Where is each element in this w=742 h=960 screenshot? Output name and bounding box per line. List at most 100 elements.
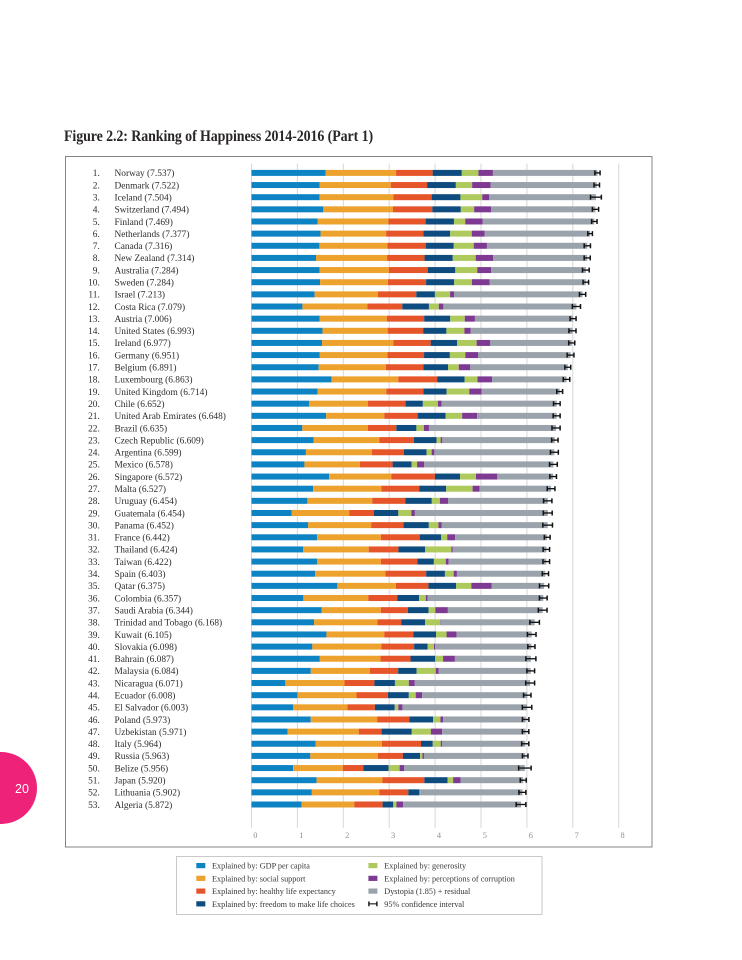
svg-text:29.: 29. xyxy=(88,509,100,519)
svg-text:35.: 35. xyxy=(88,582,100,592)
svg-text:Switzerland (7.494): Switzerland (7.494) xyxy=(115,205,189,216)
svg-text:32.: 32. xyxy=(88,546,100,556)
svg-text:53.: 53. xyxy=(88,801,100,811)
svg-text:Poland (5.973): Poland (5.973) xyxy=(115,715,171,726)
svg-text:38.: 38. xyxy=(88,619,100,629)
svg-text:48.: 48. xyxy=(88,740,100,750)
svg-text:Lithuania (5.902): Lithuania (5.902) xyxy=(115,788,181,799)
svg-text:14.: 14. xyxy=(88,327,100,337)
svg-text:Luxembourg (6.863): Luxembourg (6.863) xyxy=(115,375,193,386)
svg-text:Explained by: freedom to make: Explained by: freedom to make life choic… xyxy=(212,900,355,909)
svg-text:3.: 3. xyxy=(93,193,100,203)
svg-text:El Salvador (6.003): El Salvador (6.003) xyxy=(115,703,189,714)
svg-text:Malaysia (6.084): Malaysia (6.084) xyxy=(115,666,179,677)
svg-text:Brazil (6.635): Brazil (6.635) xyxy=(115,423,168,434)
svg-text:10.: 10. xyxy=(88,279,100,289)
svg-text:34.: 34. xyxy=(88,570,100,580)
svg-text:Ecuador (6.008): Ecuador (6.008) xyxy=(115,690,176,701)
svg-text:25.: 25. xyxy=(88,461,100,471)
svg-text:Chile (6.652): Chile (6.652) xyxy=(115,399,165,410)
svg-text:7: 7 xyxy=(575,831,579,840)
svg-text:42.: 42. xyxy=(88,667,100,677)
svg-text:3: 3 xyxy=(391,831,395,840)
svg-text:Italy (5.964): Italy (5.964) xyxy=(115,739,162,750)
svg-text:Iceland (7.504): Iceland (7.504) xyxy=(115,192,172,203)
svg-text:2.: 2. xyxy=(93,181,100,191)
svg-text:0: 0 xyxy=(253,831,257,840)
svg-text:Japan (5.920): Japan (5.920) xyxy=(115,776,166,787)
svg-text:Qatar (6.375): Qatar (6.375) xyxy=(115,581,166,592)
svg-text:16.: 16. xyxy=(88,351,100,361)
svg-text:Malta (6.527): Malta (6.527) xyxy=(115,484,167,495)
svg-text:33.: 33. xyxy=(88,558,100,568)
svg-text:50.: 50. xyxy=(88,764,100,774)
svg-text:Taiwan (6.422): Taiwan (6.422) xyxy=(115,557,172,568)
svg-text:Canada (7.316): Canada (7.316) xyxy=(115,241,173,252)
svg-text:9.: 9. xyxy=(93,266,100,276)
svg-text:Algeria (5.872): Algeria (5.872) xyxy=(115,800,173,811)
svg-text:Costa Rica (7.079): Costa Rica (7.079) xyxy=(115,302,186,313)
svg-text:6: 6 xyxy=(529,831,533,840)
svg-text:44.: 44. xyxy=(88,691,100,701)
svg-text:15.: 15. xyxy=(88,339,100,349)
svg-text:Czech Republic (6.609): Czech Republic (6.609) xyxy=(115,435,204,446)
svg-text:17.: 17. xyxy=(88,364,100,374)
svg-text:5: 5 xyxy=(483,831,487,840)
svg-text:Netherlands (7.377): Netherlands (7.377) xyxy=(115,229,190,240)
svg-text:22.: 22. xyxy=(88,424,100,434)
svg-text:Sweden (7.284): Sweden (7.284) xyxy=(115,278,174,289)
svg-text:Uzbekistan (5.971): Uzbekistan (5.971) xyxy=(115,727,187,738)
svg-text:United Arab Emirates (6.648): United Arab Emirates (6.648) xyxy=(115,411,226,422)
svg-text:Trinidad and Tobago (6.168): Trinidad and Tobago (6.168) xyxy=(115,618,223,629)
svg-text:Russia (5.963): Russia (5.963) xyxy=(115,751,170,762)
svg-text:Bahrain (6.087): Bahrain (6.087) xyxy=(115,654,174,665)
svg-text:36.: 36. xyxy=(88,594,100,604)
svg-text:Panama (6.452): Panama (6.452) xyxy=(115,520,174,531)
svg-text:11.: 11. xyxy=(88,291,99,301)
svg-text:4.: 4. xyxy=(93,206,100,216)
svg-text:1.: 1. xyxy=(93,169,100,179)
svg-text:Explained by: GDP per capita: Explained by: GDP per capita xyxy=(212,862,310,871)
svg-text:Thailand (6.424): Thailand (6.424) xyxy=(115,545,178,556)
svg-text:Explained by: perceptions of c: Explained by: perceptions of corruption xyxy=(384,874,515,883)
svg-text:27.: 27. xyxy=(88,485,100,495)
svg-text:Germany (6.951): Germany (6.951) xyxy=(115,350,180,361)
svg-text:40.: 40. xyxy=(88,643,100,653)
svg-text:39.: 39. xyxy=(88,631,100,641)
svg-text:Dystopia (1.85) + residual: Dystopia (1.85) + residual xyxy=(384,887,471,896)
svg-text:Uruguay (6.454): Uruguay (6.454) xyxy=(115,496,178,507)
svg-text:Denmark (7.522): Denmark (7.522) xyxy=(115,180,180,191)
svg-text:8.: 8. xyxy=(93,254,100,264)
svg-text:2: 2 xyxy=(345,831,349,840)
svg-text:12.: 12. xyxy=(88,303,100,313)
svg-text:1: 1 xyxy=(299,831,303,840)
svg-text:52.: 52. xyxy=(88,789,100,799)
svg-text:Australia (7.284): Australia (7.284) xyxy=(115,265,179,276)
svg-text:Austria (7.006): Austria (7.006) xyxy=(115,314,172,325)
svg-text:Slovakia (6.098): Slovakia (6.098) xyxy=(115,642,178,653)
svg-text:13.: 13. xyxy=(88,315,100,325)
svg-text:Explained by: healthy life exp: Explained by: healthy life expectancy xyxy=(212,887,337,896)
svg-text:5.: 5. xyxy=(93,218,100,228)
svg-text:Kuwait (6.105): Kuwait (6.105) xyxy=(115,630,172,641)
svg-text:Finland (7.469): Finland (7.469) xyxy=(115,217,173,228)
svg-text:21.: 21. xyxy=(88,412,100,422)
svg-text:41.: 41. xyxy=(88,655,100,665)
svg-text:46.: 46. xyxy=(88,716,100,726)
svg-text:Belize (5.956): Belize (5.956) xyxy=(115,763,169,774)
svg-text:24.: 24. xyxy=(88,449,100,459)
svg-text:6.: 6. xyxy=(93,230,100,240)
svg-text:45.: 45. xyxy=(88,704,100,714)
svg-text:Ireland (6.977): Ireland (6.977) xyxy=(115,338,171,349)
svg-text:28.: 28. xyxy=(88,497,100,507)
svg-text:New Zealand (7.314): New Zealand (7.314) xyxy=(115,253,195,264)
svg-text:United Kingdom (6.714): United Kingdom (6.714) xyxy=(115,387,208,398)
svg-text:51.: 51. xyxy=(88,777,100,787)
svg-text:26.: 26. xyxy=(88,473,100,483)
svg-text:United States (6.993): United States (6.993) xyxy=(115,326,195,337)
svg-text:Explained by: social support: Explained by: social support xyxy=(212,874,306,883)
svg-text:37.: 37. xyxy=(88,606,100,616)
svg-text:Explained by: generosity: Explained by: generosity xyxy=(384,862,467,871)
svg-text:4: 4 xyxy=(437,831,442,840)
svg-text:18.: 18. xyxy=(88,376,100,386)
